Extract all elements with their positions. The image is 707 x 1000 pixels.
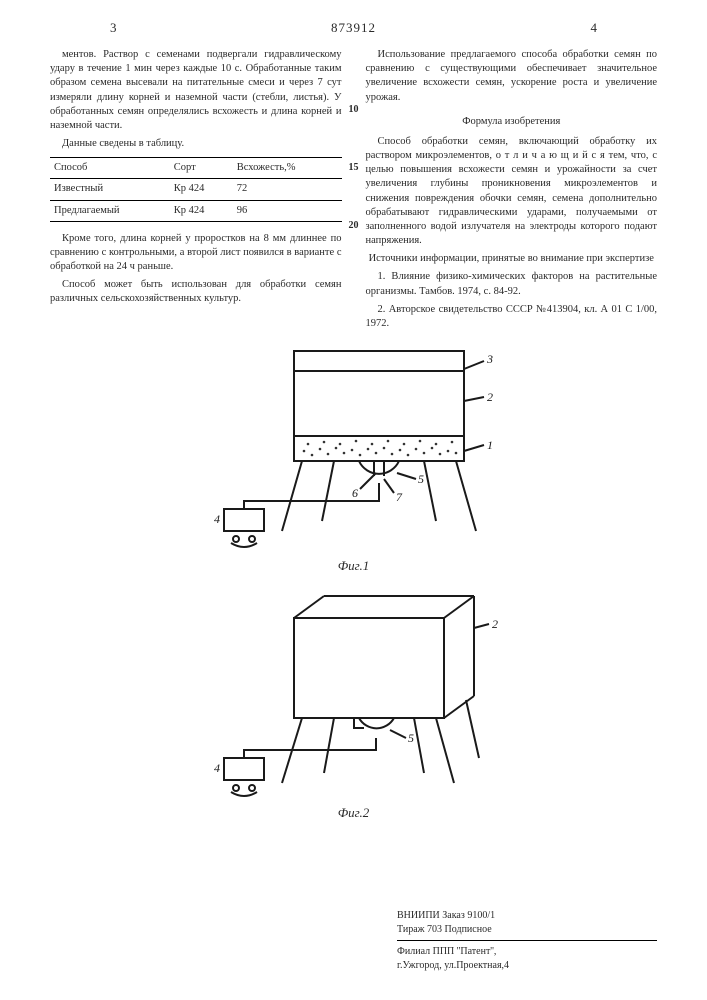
figures-area: 3 2 1 4 5 6 7 Фиг.1 xyxy=(0,335,707,821)
col-header: Всхожесть,% xyxy=(233,158,342,179)
footer-line: ВНИИПИ Заказ 9100/1 xyxy=(397,909,657,923)
paragraph: Использование предлагаемого способа обра… xyxy=(366,48,658,105)
paragraph: Способ может быть использован для обрабо… xyxy=(50,278,342,306)
paragraph: Кроме того, длина корней у проростков на… xyxy=(50,232,342,275)
source-item: 2. Авторское свидетельство СССР №413904,… xyxy=(366,303,658,331)
figure-1: 3 2 1 4 5 6 7 Фиг.1 xyxy=(184,341,524,574)
callout: 6 xyxy=(352,486,358,500)
section-title: Формула изобретения xyxy=(366,115,658,129)
document-number: 873912 xyxy=(331,20,376,36)
col-header: Способ xyxy=(50,158,170,179)
figure-label: Фиг.1 xyxy=(184,558,524,574)
cell: Кр 424 xyxy=(170,200,233,221)
left-column: ментов. Раствор с семенами подвергали ги… xyxy=(50,48,342,335)
paragraph: Способ обработки семян, включающий обраб… xyxy=(366,135,658,248)
footer-line: Филиал ППП ''Патент'', xyxy=(397,945,657,959)
table-row: Известный Кр 424 72 xyxy=(50,179,342,200)
line-marker: 10 xyxy=(349,105,359,115)
callout: 4 xyxy=(214,761,220,775)
footer-rule xyxy=(397,940,657,941)
footer-line: г.Ужгород, ул.Проектная,4 xyxy=(397,959,657,973)
figure-label: Фиг.2 xyxy=(184,805,524,821)
callout: 3 xyxy=(486,352,493,366)
col-header: Сорт xyxy=(170,158,233,179)
paragraph: ментов. Раствор с семенами подвергали ги… xyxy=(50,48,342,133)
sources-title: Источники информации, принятые во вниман… xyxy=(366,252,658,266)
imprint-footer: ВНИИПИ Заказ 9100/1 Тираж 703 Подписное … xyxy=(397,909,657,972)
figure-2: 2 4 5 Фиг.2 xyxy=(184,588,524,821)
callout: 5 xyxy=(408,731,414,745)
page-num-right: 4 xyxy=(591,20,598,36)
cell: 96 xyxy=(233,200,342,221)
page-num-left: 3 xyxy=(110,20,117,36)
cell: Предлагаемый xyxy=(50,200,170,221)
footer-line: Тираж 703 Подписное xyxy=(397,923,657,937)
line-number-gutter: 10 15 20 xyxy=(349,105,359,231)
callout: 2 xyxy=(492,617,498,631)
source-item: 1. Влияние физико-химических факторов на… xyxy=(366,270,658,298)
callout: 5 xyxy=(418,472,424,486)
cell: Известный xyxy=(50,179,170,200)
callout: 2 xyxy=(487,390,493,404)
results-table: Способ Сорт Всхожесть,% Известный Кр 424… xyxy=(50,157,342,222)
table-row: Предлагаемый Кр 424 96 xyxy=(50,200,342,221)
callout: 1 xyxy=(487,438,493,452)
cell: 72 xyxy=(233,179,342,200)
fig1-svg: 3 2 1 4 5 6 7 xyxy=(184,341,524,551)
right-column: Использование предлагаемого способа обра… xyxy=(366,48,658,335)
paragraph: Данные сведены в таблицу. xyxy=(50,137,342,151)
callout: 7 xyxy=(396,490,403,504)
cell: Кр 424 xyxy=(170,179,233,200)
line-marker: 15 xyxy=(349,163,359,173)
callout: 4 xyxy=(214,512,220,526)
fig2-svg: 2 4 5 xyxy=(184,588,524,798)
line-marker: 20 xyxy=(349,221,359,231)
